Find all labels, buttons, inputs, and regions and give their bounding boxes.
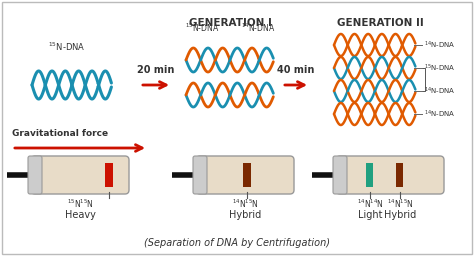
FancyBboxPatch shape [333,156,347,194]
FancyBboxPatch shape [336,156,444,194]
Text: $^{14}$N-DNA: $^{14}$N-DNA [241,22,275,34]
FancyBboxPatch shape [28,156,42,194]
Text: $^{14}$N-DNA: $^{14}$N-DNA [424,39,456,51]
FancyBboxPatch shape [193,156,207,194]
Bar [396,163,403,187]
Text: $^{14}$N-DNA: $^{14}$N-DNA [424,108,456,120]
Bar [105,163,113,187]
Text: $^{14}$N$^{15}$N: $^{14}$N$^{15}$N [386,198,413,210]
Text: $^{14}$N$^{14}$N: $^{14}$N$^{14}$N [356,198,383,210]
Text: $^{15}$N$^{15}$N: $^{15}$N$^{15}$N [66,198,93,210]
Text: $^{14}$N-DNA: $^{14}$N-DNA [424,85,456,97]
Text: Hybrid: Hybrid [384,210,416,220]
Text: Light: Light [358,210,382,220]
Text: 40 min: 40 min [277,65,315,75]
Text: (Separation of DNA by Centrifugation): (Separation of DNA by Centrifugation) [144,238,330,248]
Text: $^{15}$N-DNA: $^{15}$N-DNA [185,22,219,34]
Text: Heavy: Heavy [64,210,95,220]
FancyBboxPatch shape [196,156,294,194]
Text: $^{14}$N$^{15}$N: $^{14}$N$^{15}$N [231,198,258,210]
Text: GENERATION I: GENERATION I [189,18,272,28]
FancyBboxPatch shape [31,156,129,194]
Bar [243,163,251,187]
Text: 20 min: 20 min [137,65,175,75]
FancyBboxPatch shape [2,2,472,254]
Text: $^{15}$N-DNA: $^{15}$N-DNA [48,41,86,53]
Text: GENERATION II: GENERATION II [337,18,423,28]
Text: $^{15}$N-DNA: $^{15}$N-DNA [424,62,456,74]
Text: Hybrid: Hybrid [229,210,261,220]
Text: Gravitational force: Gravitational force [12,129,108,138]
Bar [366,163,374,187]
